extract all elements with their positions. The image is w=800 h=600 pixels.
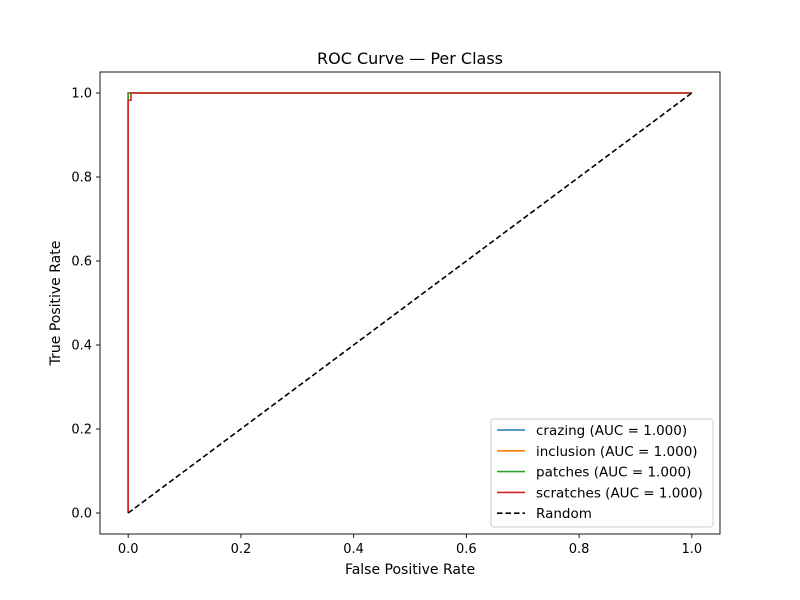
y-tick-label: 0.4	[71, 339, 92, 354]
series-line-scratches	[127, 92, 692, 513]
series-line-random	[127, 92, 693, 514]
x-axis-ticks: 0.0 0.2 0.4 0.6 0.8 1.0	[118, 534, 702, 557]
chart-title: ROC Curve — Per Class	[317, 49, 503, 68]
legend-entry: scratches (AUC = 1.000)	[536, 485, 703, 501]
plot-frame	[99, 71, 721, 535]
legend-entry: inclusion (AUC = 1.000)	[536, 444, 698, 460]
legend-entry: crazing (AUC = 1.000)	[536, 423, 687, 439]
x-tick-label: 1.0	[681, 542, 702, 557]
x-tick-label: 0.2	[231, 542, 252, 557]
y-tick-label: 1.0	[71, 87, 92, 102]
x-tick-label: 0.0	[118, 542, 139, 557]
legend-entry: Random	[536, 506, 592, 522]
x-axis-label: False Positive Rate	[345, 562, 475, 578]
legend: crazing (AUC = 1.000) inclusion (AUC = 1.…	[490, 418, 714, 528]
plot-area	[99, 71, 721, 535]
legend-entry: patches (AUC = 1.000)	[536, 465, 691, 481]
y-tick-label: 0.0	[71, 507, 92, 522]
y-tick-label: 0.8	[71, 171, 92, 186]
y-axis-label: True Positive Rate	[48, 241, 64, 367]
x-tick-label: 0.4	[343, 542, 364, 557]
legend-box	[490, 418, 714, 528]
y-axis-ticks: 0.0 0.2 0.4 0.6 0.8 1.0	[71, 87, 100, 522]
y-tick-label: 0.2	[71, 423, 92, 438]
y-tick-label: 0.6	[71, 255, 92, 270]
x-tick-label: 0.6	[456, 542, 477, 557]
x-tick-label: 0.8	[569, 542, 590, 557]
